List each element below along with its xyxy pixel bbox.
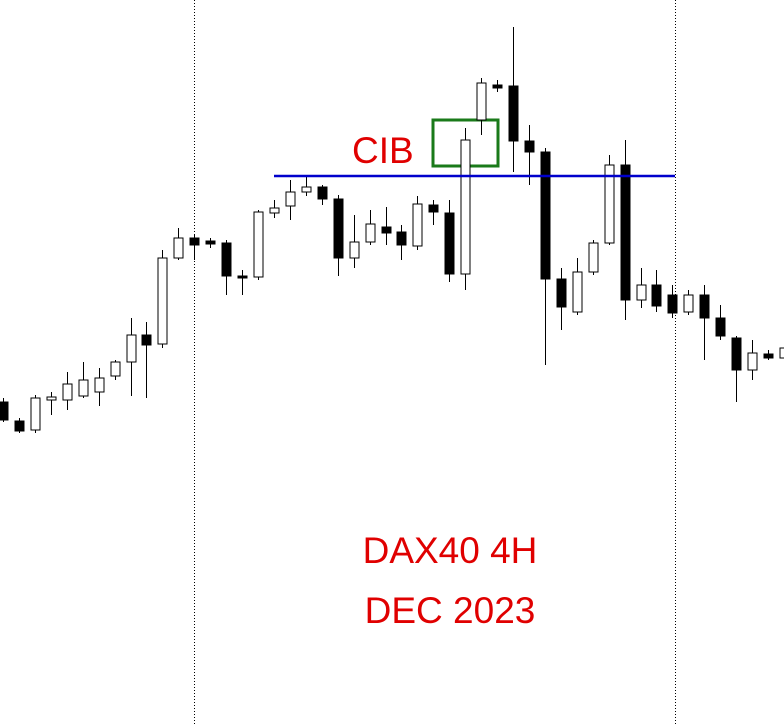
candle-body [444, 212, 455, 275]
candle-body [588, 242, 599, 273]
candle-body [699, 294, 710, 319]
candle-body [221, 242, 232, 277]
candle-body [237, 275, 248, 279]
candle-body [747, 352, 758, 371]
candle-body [667, 294, 678, 314]
candle-body [0, 401, 9, 421]
candle-body [779, 347, 784, 359]
candle-body [636, 284, 647, 301]
candle-body [349, 241, 360, 259]
candle-body [110, 361, 121, 377]
candle-body [62, 383, 73, 401]
candle-body [492, 84, 503, 89]
candle-body [333, 198, 344, 259]
candle-body [572, 271, 583, 313]
candle-body [46, 396, 57, 401]
candle-body [428, 204, 439, 213]
candle-body [126, 334, 137, 363]
candle-body [189, 237, 200, 246]
candle-body [157, 257, 168, 345]
candle-body [173, 237, 184, 259]
chart-subtitle: DEC 2023 [365, 590, 536, 631]
candle-body [396, 231, 407, 246]
candle-body [381, 226, 392, 234]
candle-body [253, 211, 264, 278]
candle-body [460, 139, 471, 275]
candle-body [683, 294, 694, 313]
candle-body [78, 379, 89, 397]
candle-body [476, 82, 487, 121]
candle-body [715, 317, 726, 337]
candle-body [412, 203, 423, 247]
candle-body [731, 337, 742, 371]
candle-body [141, 334, 152, 346]
candle-body [763, 353, 774, 359]
candle-body [524, 140, 535, 153]
candle-body [651, 284, 662, 307]
candle-body [205, 240, 216, 245]
candle-body [508, 85, 519, 142]
candle-body [269, 207, 280, 214]
candle-body [540, 151, 551, 280]
candle-body [301, 186, 312, 193]
level-label: CIB [352, 130, 414, 171]
candle-body [604, 164, 615, 244]
candle-body [365, 223, 376, 243]
candle-body [556, 278, 567, 308]
candle-body [620, 164, 631, 301]
candle-body [285, 191, 296, 207]
candles [0, 27, 784, 433]
candle-body [30, 397, 41, 431]
candle-body [317, 186, 328, 200]
chart-title: DAX40 4H [363, 530, 538, 571]
candle-body [94, 377, 105, 393]
candle-body [14, 420, 25, 432]
